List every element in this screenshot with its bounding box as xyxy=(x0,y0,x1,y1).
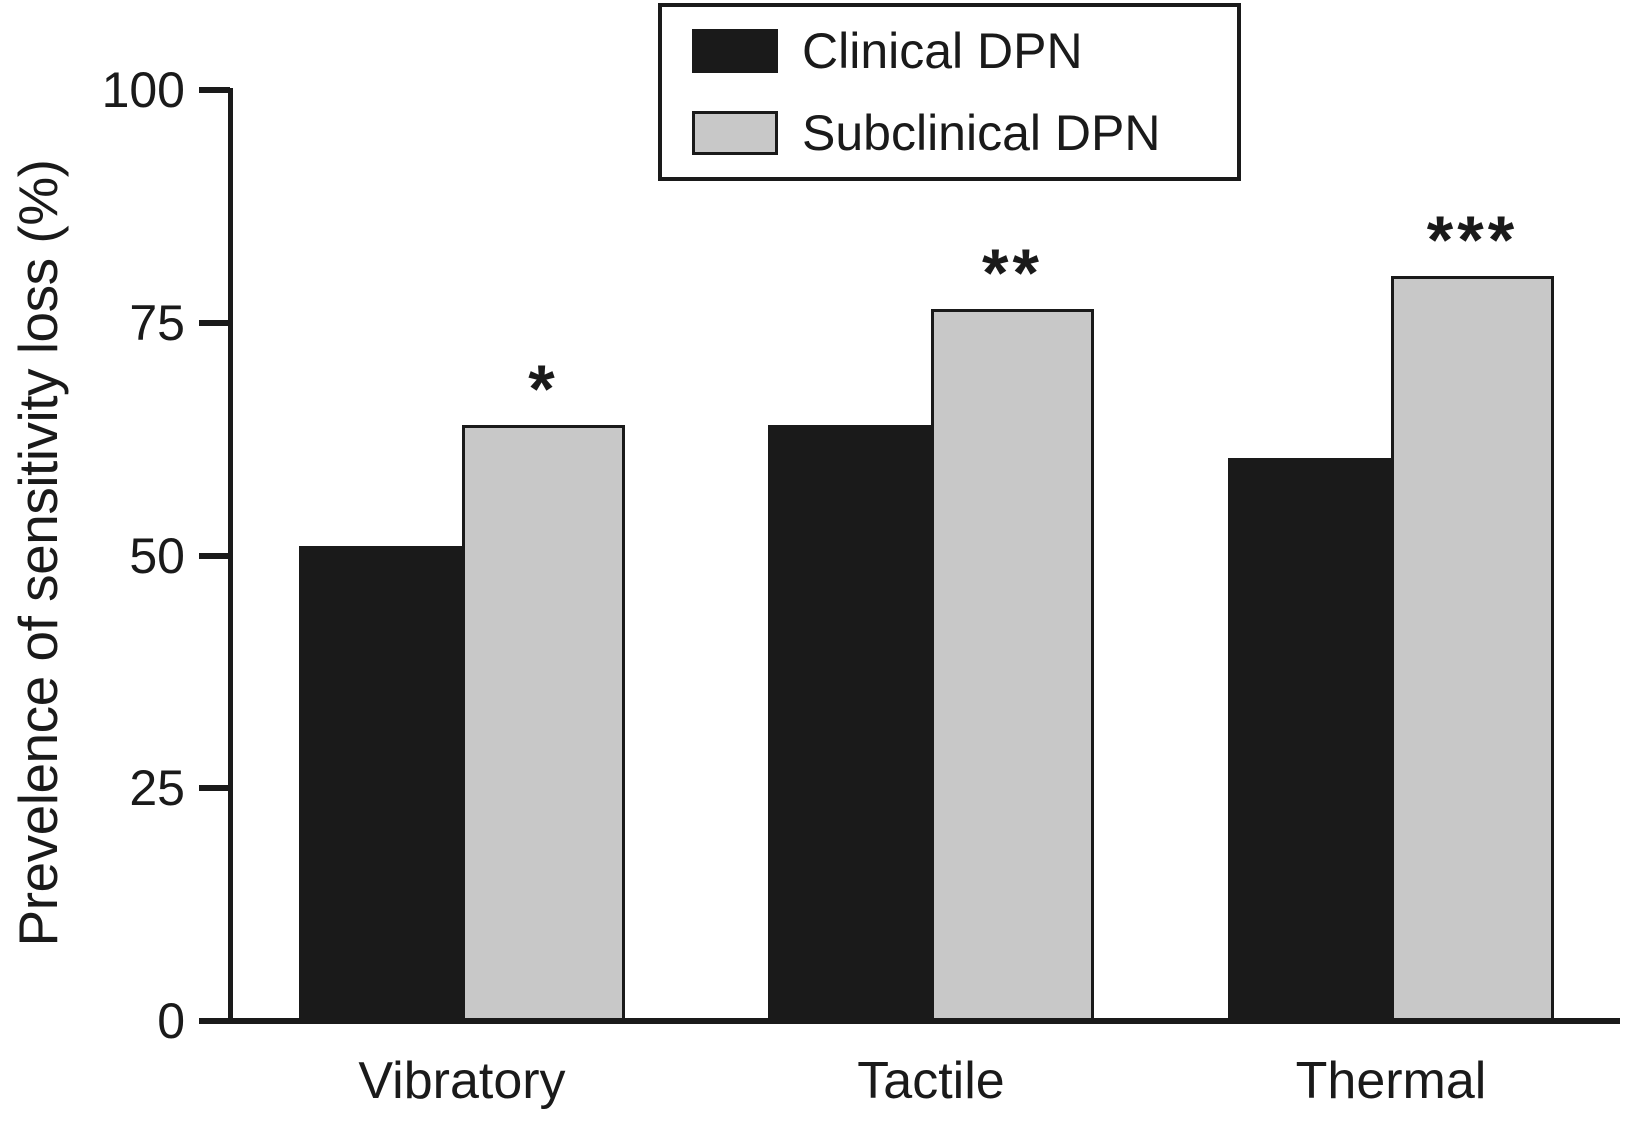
legend-item-clinical-dpn: Clinical DPN xyxy=(692,23,1083,79)
category-label-vibratory: Vibratory xyxy=(358,1052,566,1110)
category-label-tactile: Tactile xyxy=(857,1052,1005,1110)
y-tick-label: 75 xyxy=(129,294,185,351)
y-tick-mark xyxy=(199,785,230,792)
legend: Clinical DPN Subclinical DPN xyxy=(658,3,1241,181)
y-tick-mark xyxy=(199,87,230,93)
bar-tactile-clinical-dpn xyxy=(768,425,931,1021)
bar-vibratory-clinical-dpn xyxy=(299,546,462,1021)
significance-marker-thermal: *** xyxy=(1426,202,1519,279)
legend-label-subclinical-dpn: Subclinical DPN xyxy=(802,105,1161,161)
bar-thermal-subclinical-dpn xyxy=(1391,276,1554,1021)
y-axis-line xyxy=(228,88,233,1024)
bar-vibratory-subclinical-dpn xyxy=(462,425,625,1021)
y-tick-label: 50 xyxy=(129,527,185,584)
bar-thermal-clinical-dpn xyxy=(1228,457,1391,1021)
x-axis-line xyxy=(200,1018,1620,1024)
y-tick-mark xyxy=(199,319,230,326)
legend-label-clinical-dpn: Clinical DPN xyxy=(802,23,1083,79)
category-label-thermal: Thermal xyxy=(1295,1052,1487,1110)
legend-item-subclinical-dpn: Subclinical DPN xyxy=(692,105,1161,161)
bar-tactile-subclinical-dpn xyxy=(931,308,1094,1021)
y-tick-mark xyxy=(199,552,230,559)
significance-marker-tactile: ** xyxy=(982,234,1043,311)
y-tick-label: 100 xyxy=(101,62,185,118)
y-tick-label: 0 xyxy=(157,993,185,1049)
y-tick-label: 25 xyxy=(129,760,185,817)
legend-swatch-clinical-dpn-icon xyxy=(692,29,778,73)
legend-swatch-subclinical-dpn-icon xyxy=(692,111,778,155)
significance-marker-vibratory: * xyxy=(528,351,559,428)
